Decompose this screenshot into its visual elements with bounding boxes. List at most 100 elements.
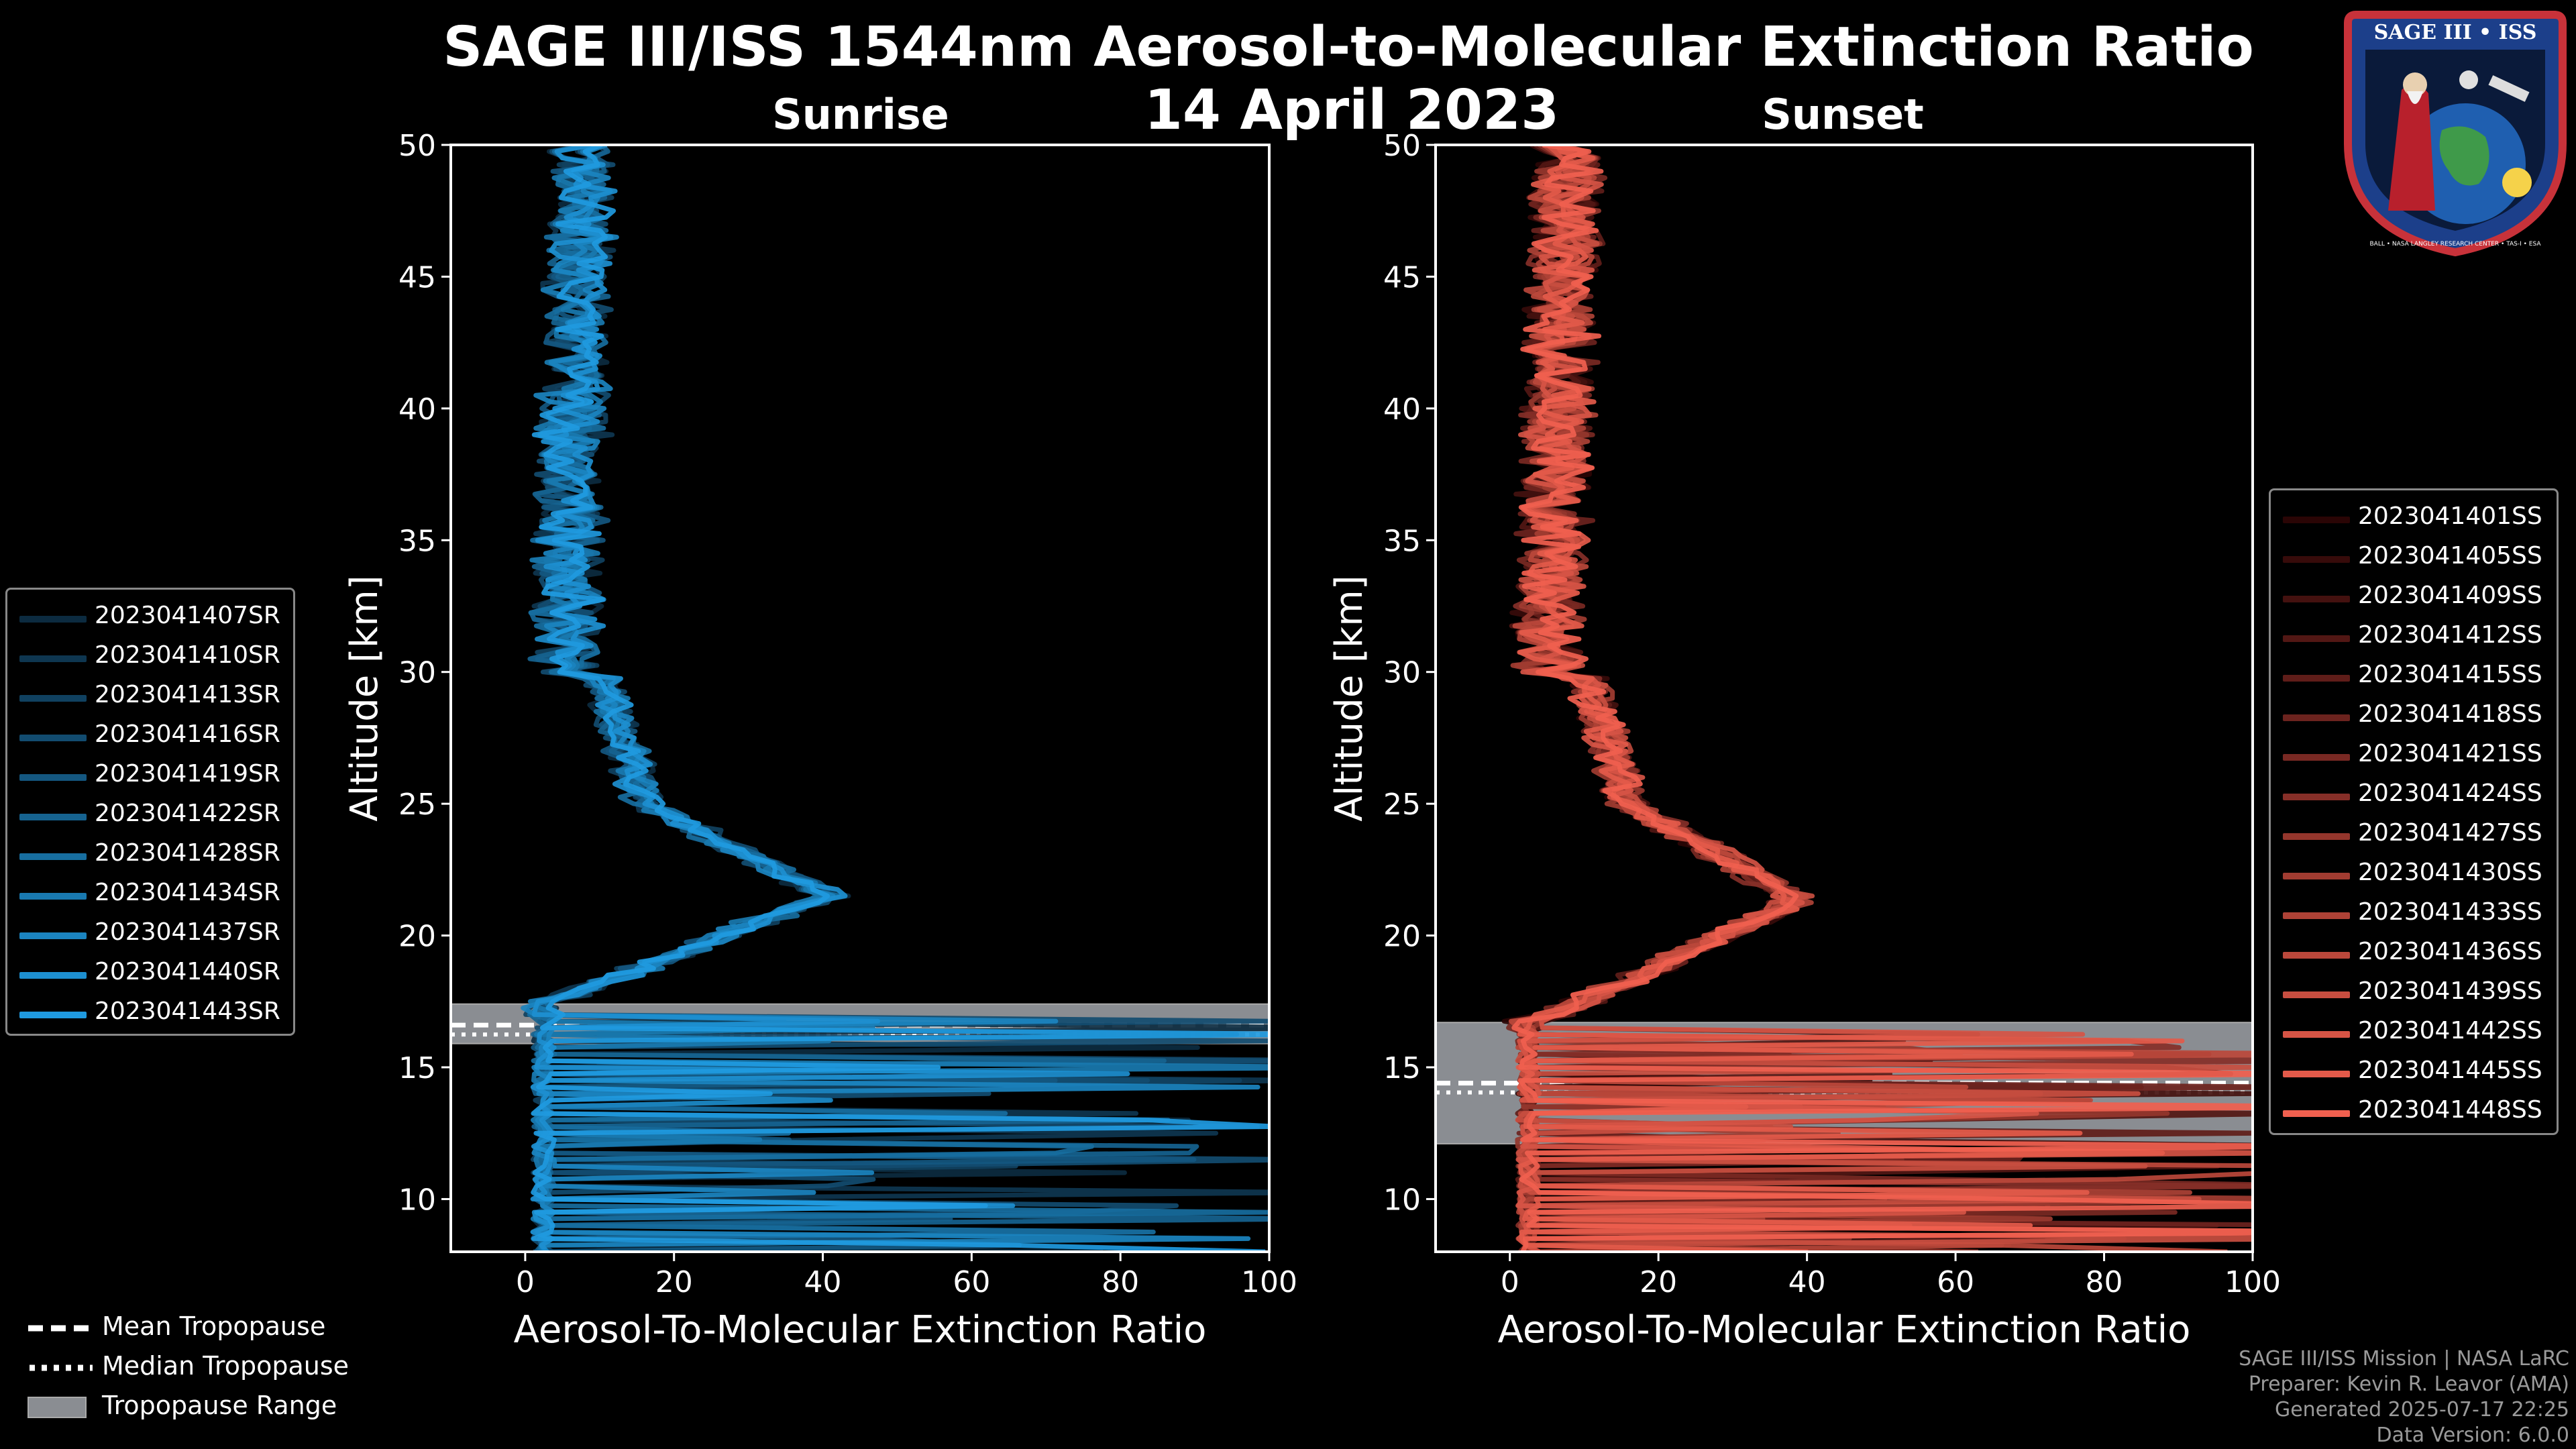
legend-swatch — [2283, 912, 2350, 919]
legend-item-2023041419SR: 2023041419SR — [7, 757, 293, 796]
sunset-panel: 0 20 40 60 80 100 10 15 20 25 30 35 40 45 50 Aerosol-To… — [1328, 129, 2281, 1352]
y-tick-label: 10 — [398, 1183, 436, 1217]
legend-item-2023041409SS: 2023041409SS — [2271, 579, 2557, 618]
footer-preparer: Preparer: Kevin R. Leavor (AMA) — [2248, 1373, 2569, 1396]
legend-label: 2023041448SS — [2358, 1096, 2542, 1124]
y-tick-label: 25 — [398, 788, 436, 822]
x-tick-label: 100 — [1241, 1265, 1297, 1299]
legend-item-2023041416SR: 2023041416SR — [7, 718, 293, 757]
y-axis-label: Altitude [km] — [1328, 575, 1371, 821]
legend-item-2023041430SS: 2023041430SS — [2271, 856, 2557, 895]
legend-item-2023041418SS: 2023041418SS — [2271, 698, 2557, 737]
sun-icon — [2502, 168, 2532, 197]
legend-swatch — [2283, 754, 2350, 761]
x-tick-label: 60 — [1937, 1265, 1974, 1299]
legend-label: 2023041434SR — [95, 879, 280, 906]
legend-swatch — [19, 616, 87, 623]
legend-label: 2023041436SS — [2358, 938, 2542, 965]
legend-swatch — [2283, 556, 2350, 563]
legend-label: 2023041427SS — [2358, 819, 2542, 847]
legend-swatch — [19, 774, 87, 781]
legend-label: 2023041412SS — [2358, 621, 2542, 649]
satellite-icon — [2488, 75, 2530, 102]
legend-label: 2023041424SS — [2358, 780, 2542, 807]
y-tick-label: 30 — [398, 656, 436, 690]
dashed-line-icon — [28, 1325, 93, 1332]
y-tick-label: 35 — [1383, 524, 1421, 558]
legend-item-2023041434SR: 2023041434SR — [7, 876, 293, 915]
legend-label: 2023041422SR — [95, 800, 280, 827]
legend-label: 2023041430SS — [2358, 859, 2542, 886]
legend-item-2023041433SS: 2023041433SS — [2271, 896, 2557, 934]
median-tropopause-legend-item: Median Tropopause — [20, 1348, 396, 1387]
y-tick-label: 35 — [398, 524, 436, 558]
legend-swatch — [2283, 794, 2350, 800]
x-axis-label: Aerosol-To-Molecular Extinction Ratio — [514, 1308, 1207, 1352]
legend-swatch — [19, 853, 87, 860]
y-tick-label: 40 — [1383, 392, 1421, 427]
y-tick-label: 40 — [398, 392, 436, 427]
legend-label: 2023041419SR — [95, 760, 280, 788]
tropopause-range-legend-item: Tropopause Range — [20, 1388, 396, 1427]
legend-label: 2023041416SR — [95, 720, 280, 748]
legend-item-2023041412SS: 2023041412SS — [2271, 619, 2557, 657]
legend-item-2023041401SS: 2023041401SS — [2271, 500, 2557, 539]
legend-swatch — [2283, 952, 2350, 959]
chart-date: 14 April 2023 — [1144, 78, 1559, 142]
range-swatch-icon — [28, 1397, 87, 1418]
dotted-line-icon — [30, 1364, 93, 1371]
legend-label: 2023041405SS — [2358, 542, 2542, 570]
legend-label: 2023041442SS — [2358, 1017, 2542, 1044]
x-tick-label: 60 — [953, 1265, 990, 1299]
chart-title: SAGE III/ISS 1544nm Aerosol-to-Molecular… — [443, 15, 2254, 79]
panel-title-sunset: Sunset — [1762, 90, 1924, 139]
legend-item-2023041428SR: 2023041428SR — [7, 837, 293, 875]
legend-item-2023041439SS: 2023041439SS — [2271, 975, 2557, 1014]
legend-label: 2023041440SR — [95, 958, 280, 985]
footer-data-version: Data Version: 6.0.0 — [2376, 1424, 2569, 1447]
legend-item-2023041422SR: 2023041422SR — [7, 797, 293, 836]
sunset-legend: 2023041401SS 2023041405SS 2023041409SS 2023… — [2269, 488, 2559, 1135]
legend-label: 2023041443SR — [95, 998, 280, 1025]
logo-top-text: SAGE III • ISS — [2374, 21, 2537, 44]
legend-label: 2023041410SR — [95, 641, 280, 669]
legend-swatch — [19, 932, 87, 939]
legend-label: 2023041418SS — [2358, 700, 2542, 728]
legend-swatch — [19, 972, 87, 979]
y-tick-label: 30 — [1383, 656, 1421, 690]
legend-item-2023041415SS: 2023041415SS — [2271, 658, 2557, 697]
legend-swatch — [19, 814, 87, 820]
legend-item-2023041424SS: 2023041424SS — [2271, 777, 2557, 816]
legend-swatch — [2283, 1110, 2350, 1117]
legend-item-2023041448SS: 2023041448SS — [2271, 1093, 2557, 1132]
x-tick-label: 80 — [1102, 1265, 1139, 1299]
plot-frame — [1434, 144, 2254, 1253]
legend-label: 2023041445SS — [2358, 1057, 2542, 1084]
legend-label: 2023041415SS — [2358, 661, 2542, 688]
legend-item-2023041413SR: 2023041413SR — [7, 678, 293, 717]
y-tick-label: 20 — [1383, 920, 1421, 954]
y-tick-label: 25 — [1383, 788, 1421, 822]
profile-line-2023041437SR — [521, 145, 1260, 1252]
y-tick-label: 50 — [1383, 129, 1421, 163]
x-tick-label: 40 — [804, 1265, 842, 1299]
legend-swatch — [19, 1012, 87, 1018]
panel-title-sunrise: Sunrise — [772, 90, 949, 139]
sunrise-panel: 0 20 40 60 80 100 10 15 20 25 30 35 40 45 50 Aerosol-To… — [343, 129, 1297, 1352]
footer-mission: SAGE III/ISS Mission | NASA LaRC — [2239, 1347, 2569, 1371]
x-tick-label: 20 — [1640, 1265, 1677, 1299]
legend-item-2023041427SS: 2023041427SS — [2271, 816, 2557, 855]
y-tick-label: 45 — [398, 260, 436, 294]
profile-line-2023041439SS — [1515, 145, 2253, 1252]
plot-frame — [449, 144, 1271, 1253]
legend-item-2023041405SS: 2023041405SS — [2271, 539, 2557, 578]
sage-iii-iss-mission-logo: SAGE III • ISS BALL • NASA LANGLEY RESEA… — [2344, 11, 2567, 257]
x-axis-label: Aerosol-To-Molecular Extinction Ratio — [1498, 1308, 2191, 1352]
x-tick-label: 0 — [1501, 1265, 1519, 1299]
x-tick-label: 20 — [655, 1265, 693, 1299]
y-tick-label: 45 — [1383, 260, 1421, 294]
legend-item-2023041410SR: 2023041410SR — [7, 639, 293, 678]
legend-swatch — [19, 893, 87, 900]
y-tick-label: 20 — [398, 920, 436, 954]
